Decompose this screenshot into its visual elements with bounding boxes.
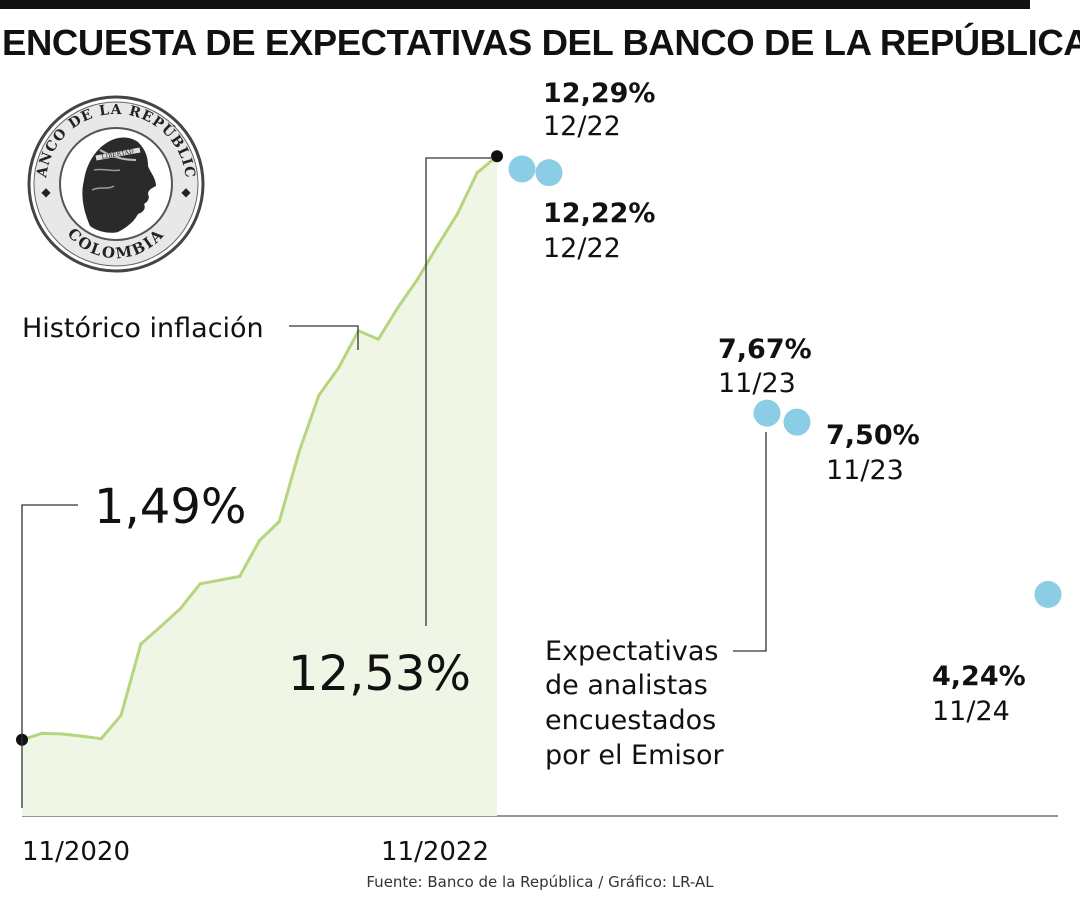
expectations-label-line: Expectativas: [545, 636, 718, 667]
historic-inflation-point: [396, 305, 400, 310]
historic-inflation-point: [475, 171, 479, 175]
expectation-dot: [1034, 580, 1062, 608]
historic-inflation-point: [277, 519, 281, 524]
historic-inflation-point: [317, 393, 321, 397]
historic-inflation-point: [376, 337, 380, 341]
historic-inflation-point: [218, 578, 222, 582]
historic-inflation-point: [436, 244, 440, 248]
historic-inflation-point: [40, 731, 44, 736]
expectation-value-label: 12,22%: [543, 198, 655, 229]
start-value-label: 1,49%: [94, 479, 246, 535]
historic-label-leader: [289, 325, 359, 350]
historic-inflation-point: [178, 607, 182, 611]
start-value-leader: [21, 504, 78, 808]
historic-inflation-point: [257, 538, 262, 543]
expectation-date-label: 11/24: [932, 696, 1010, 727]
expectation-value-label: 7,50%: [826, 420, 920, 451]
expectation-value-label: 7,67%: [718, 334, 812, 365]
historic-inflation-point: [198, 582, 202, 586]
expectation-dots: [508, 155, 1062, 608]
svg-text:◆: ◆: [181, 185, 191, 199]
chart-title: ENCUESTA DE EXPECTATIVAS DEL BANCO DE LA…: [2, 22, 1080, 63]
historic-inflation-label: Histórico inflación: [22, 313, 264, 344]
svg-text:◆: ◆: [41, 185, 51, 199]
historic-inflation-point: [158, 625, 163, 629]
historic-inflation-point: [119, 713, 123, 718]
historic-inflation-point: [59, 732, 64, 736]
chart-canvas: BANCO DE LA REPÚBLICA COLOMBIA ◆ ◆ LIBER…: [0, 0, 1062, 867]
top-rule: [0, 0, 1030, 9]
expectations-label-leader: [733, 432, 767, 652]
historic-inflation-point: [297, 450, 301, 454]
expectation-value-label: 12,29%: [543, 78, 655, 109]
expectations-label-line: encuestados: [545, 705, 716, 736]
expectation-date-label: 11/23: [826, 455, 904, 486]
historic-inflation-point: [337, 366, 341, 370]
historic-inflation-area: [22, 156, 497, 817]
expectation-date-label: 12/22: [543, 233, 621, 264]
expectation-dot: [535, 159, 563, 187]
expectation-value-label: 4,24%: [932, 661, 1026, 692]
end-point-marker: [491, 150, 503, 163]
liberty-head-icon: [82, 137, 156, 233]
x-tick-label: 11/2022: [381, 837, 489, 867]
expectation-dot: [753, 399, 781, 427]
historic-inflation-point: [416, 277, 420, 281]
expectations-label-line: de analistas: [545, 670, 708, 701]
expectation-date-label: 12/22: [543, 111, 621, 142]
historic-inflation-point: [238, 574, 242, 579]
end-value-leader: [425, 157, 491, 626]
historic-inflation-point: [99, 737, 103, 741]
bank-seal-logo: BANCO DE LA REPÚBLICA COLOMBIA ◆ ◆ LIBER…: [0, 0, 205, 273]
historic-inflation-point: [79, 734, 83, 738]
end-value-label: 12,53%: [288, 646, 471, 702]
historic-inflation-point: [139, 642, 143, 646]
expectation-date-label: 11/23: [718, 368, 796, 399]
expectation-dot: [508, 155, 536, 183]
source-note: Fuente: Banco de la República / Gráfico:…: [366, 873, 714, 891]
expectations-label: Expectativas de analistas encuestados po…: [545, 636, 724, 771]
x-tick-label: 11/2020: [22, 837, 130, 867]
expectation-dot: [783, 408, 811, 436]
expectations-label-line: por el Emisor: [545, 740, 724, 771]
historic-inflation-point: [455, 212, 460, 216]
